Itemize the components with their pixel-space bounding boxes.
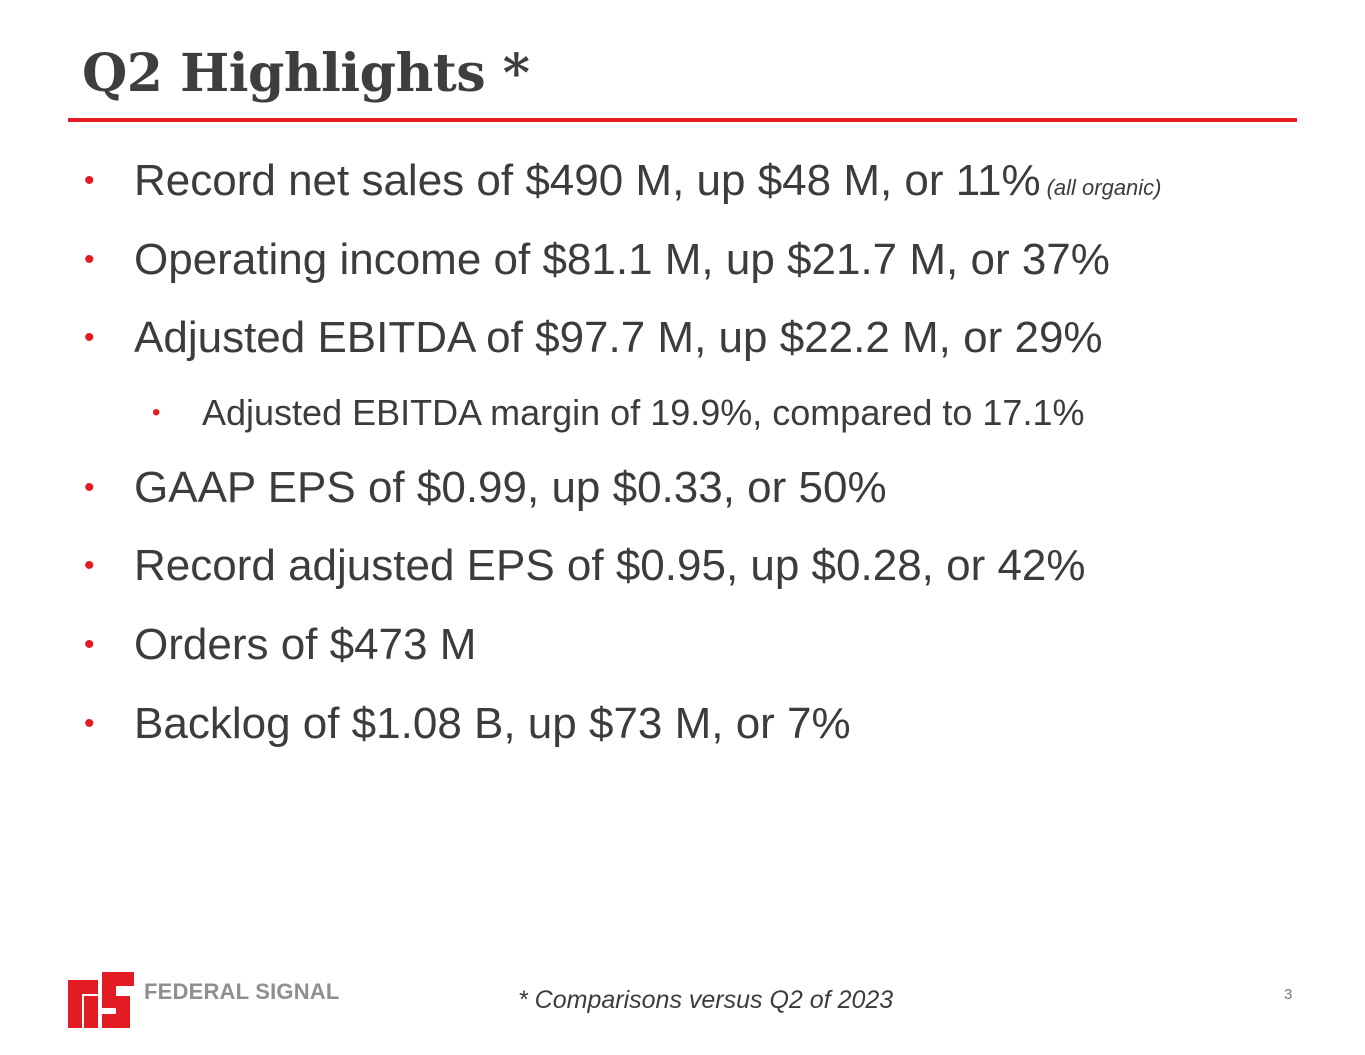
bullet-text: Operating income of $81.1 M, up $21.7 M,… xyxy=(134,235,1110,284)
title-divider xyxy=(68,118,1297,122)
footnote: * Comparisons versus Q2 of 2023 xyxy=(518,986,894,1014)
bullet-text: Orders of $473 M xyxy=(134,620,477,669)
bullet-icon: • xyxy=(84,707,95,740)
bullet-icon: • xyxy=(84,321,95,354)
company-logo: FEDERAL SIGNAL xyxy=(68,972,354,1028)
page-number: 3 xyxy=(1284,986,1293,1003)
slide-title: Q2 Highlights * xyxy=(82,43,530,104)
bullet-text: Record adjusted EPS of $0.95, up $0.28, … xyxy=(134,541,1086,590)
bullet-text: Adjusted EBITDA margin of 19.9%, compare… xyxy=(202,392,1085,433)
bullet-icon: • xyxy=(84,628,95,661)
bullet-icon: • xyxy=(84,164,95,197)
bullet-text: Adjusted EBITDA of $97.7 M, up $22.2 M, … xyxy=(134,313,1103,362)
bullet-icon: • xyxy=(84,243,95,276)
bullet-note: (all organic) xyxy=(1046,175,1162,200)
bullet-text: Record net sales of $490 M, up $48 M, or… xyxy=(134,156,1041,205)
bullet-icon: • xyxy=(152,399,161,426)
bullet-text: GAAP EPS of $0.99, up $0.33, or 50% xyxy=(134,463,887,512)
federal-signal-fs-logo-icon xyxy=(68,972,134,1028)
bullet-icon: • xyxy=(84,549,95,582)
company-name: FEDERAL SIGNAL xyxy=(144,979,340,1004)
bullet-text: Backlog of $1.08 B, up $73 M, or 7% xyxy=(134,699,851,748)
bullet-icon: • xyxy=(84,471,95,504)
bullet-list: • Record net sales of $490 M, up $48 M, … xyxy=(84,156,1162,748)
